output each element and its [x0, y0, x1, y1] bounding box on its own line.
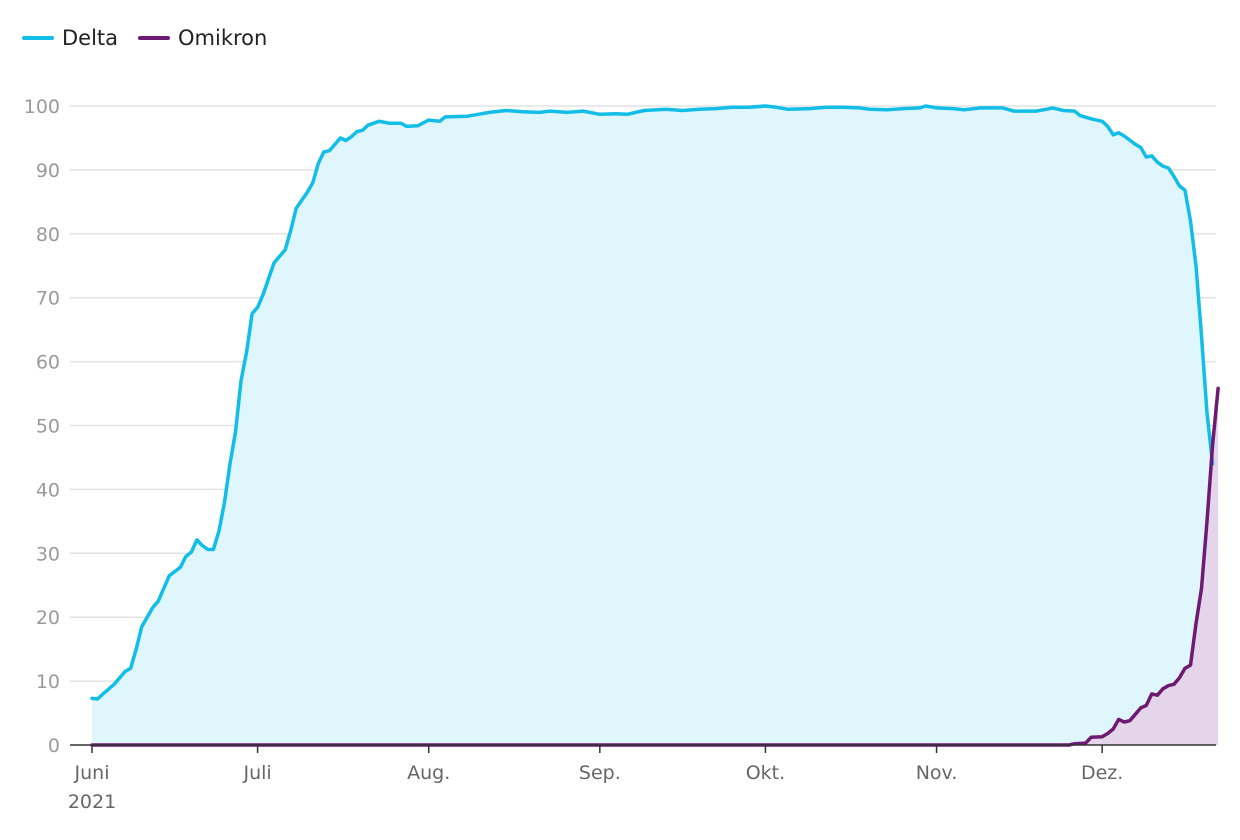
y-axis-ticks: 0 10 20 30 40 50 60 70 80 90 100 [24, 96, 60, 757]
x-tick-label-2: Aug. [407, 762, 450, 784]
y-tick-label-0: 0 [48, 735, 60, 757]
x-tick-label-4: Okt. [746, 762, 785, 784]
x-tick-label-5: Nov. [916, 762, 958, 784]
legend-label-omikron: Omikron [178, 26, 268, 50]
x-tick-label-6: Dez. [1081, 762, 1123, 784]
x-axis-ticks: Juni 2021 Juli Aug. Sep. Okt. Nov. Dez. [68, 745, 1123, 813]
x-tick-label-3: Sep. [579, 762, 621, 784]
legend-item-delta[interactable]: Delta [22, 26, 118, 50]
legend-swatch-delta [22, 36, 54, 40]
x-tick-sublabel-0: 2021 [68, 791, 116, 813]
legend: Delta Omikron [22, 26, 287, 50]
y-tick-label-60: 60 [36, 352, 60, 374]
y-tick-label-90: 90 [36, 160, 60, 182]
series-lines [90, 104, 1220, 747]
y-tick-label-50: 50 [36, 416, 60, 438]
legend-item-omikron[interactable]: Omikron [138, 26, 267, 50]
x-tick-label-1: Juli [242, 762, 271, 784]
line-delta [90, 104, 1215, 701]
line-omikron [90, 386, 1220, 747]
y-tick-label-80: 80 [36, 224, 60, 246]
x-tick-label-0: Juni [74, 762, 110, 784]
y-tick-label-30: 30 [36, 543, 60, 565]
legend-swatch-omikron [138, 36, 171, 40]
area-delta [92, 106, 1213, 745]
y-tick-label-70: 70 [36, 288, 60, 310]
y-tick-label-20: 20 [36, 607, 60, 629]
legend-label-delta: Delta [62, 26, 119, 50]
y-tick-label-10: 10 [36, 671, 60, 693]
y-tick-label-40: 40 [36, 479, 60, 501]
series-areas [92, 106, 1219, 745]
y-tick-label-100: 100 [24, 96, 60, 118]
